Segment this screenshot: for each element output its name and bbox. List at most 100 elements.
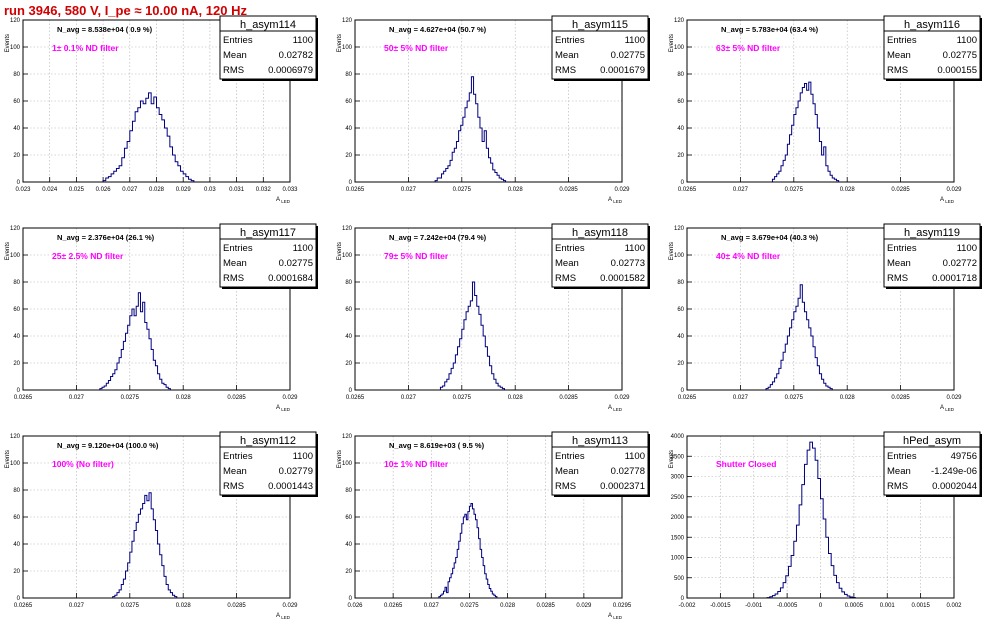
x-tick-label: 0.0285: [891, 187, 910, 193]
histogram-line: [438, 503, 498, 598]
stat-label-entries: Entries: [555, 243, 585, 254]
x-tick-label: 0.029: [614, 187, 630, 193]
x-tick-label: 0.001: [880, 603, 896, 609]
x-tick-label: 0.0275: [453, 395, 472, 401]
x-tick-label: 0.03: [204, 187, 216, 193]
plot-frame: [22, 19, 291, 183]
y-tick-label: 0: [349, 596, 353, 602]
histogram-name: h_asym113: [572, 435, 628, 447]
y-tick-label: 0: [681, 180, 685, 186]
x-tick-label: 0.029: [282, 603, 298, 609]
y-tick-label: 40: [345, 126, 352, 132]
stat-label-rms: RMS: [223, 481, 244, 492]
stat-value-rms: 0.0001718: [932, 273, 977, 284]
x-axis-label: A LED: [940, 197, 955, 204]
y-tick-label: 4000: [671, 434, 685, 440]
x-tick-label: -0.002: [678, 603, 696, 609]
filter-label: 25± 2.5% ND filter: [52, 251, 124, 261]
stats-box: [883, 223, 981, 288]
stat-value-rms: 0.000155: [937, 65, 977, 76]
x-tick-label: 0: [819, 603, 823, 609]
stat-label-entries: Entries: [555, 451, 585, 462]
y-tick-label: 2500: [671, 495, 685, 501]
x-axis-label: A LED: [608, 613, 623, 620]
x-tick-label: 0.0015: [911, 603, 930, 609]
x-tick-label: 0.0285: [891, 395, 910, 401]
histogram-panel-h_asym118: 0.0265 0.027 0.0275 0.028 0.0285 0.029 0 20 40 60…: [337, 223, 650, 412]
x-tick-label: 0.024: [42, 187, 58, 193]
y-tick-label: 100: [10, 461, 21, 467]
y-tick-label: 1500: [671, 535, 685, 541]
histogram-panel-h_asym119: 0.0265 0.027 0.0275 0.028 0.0285 0.029 0 20 40 60…: [669, 223, 982, 412]
histogram-name: h_asym112: [240, 435, 296, 447]
filter-label: 1± 0.1% ND filter: [52, 43, 119, 53]
y-tick-label: 120: [674, 226, 685, 232]
plot-frame: [686, 19, 955, 183]
x-tick-label: 0.0275: [460, 603, 479, 609]
x-axis-label: A LED: [276, 197, 291, 204]
stat-label-rms: RMS: [555, 65, 576, 76]
x-tick-label: 0.029: [946, 395, 962, 401]
filter-label: 40± 4% ND filter: [716, 251, 781, 261]
stat-value-mean: 0.02772: [943, 258, 977, 269]
stat-value-mean: 0.02775: [943, 50, 977, 61]
histogram-panel-h_asym112: 0.0265 0.027 0.0275 0.028 0.0285 0.029 0 20 40 60…: [5, 431, 318, 620]
y-tick-label: 20: [345, 361, 352, 367]
histogram-name: h_asym117: [240, 227, 296, 239]
x-tick-label: 0.029: [176, 187, 192, 193]
y-tick-label: 40: [677, 334, 684, 340]
y-tick-label: 80: [13, 488, 20, 494]
stat-value-rms: 0.0001679: [600, 65, 645, 76]
y-tick-label: 120: [10, 18, 21, 24]
stats-box: [219, 223, 317, 288]
navg-label: N_avg = 8.619e+03 ( 9.5 %): [389, 441, 485, 450]
navg-label: N_avg = 7.242e+04 (79.4 %): [389, 233, 487, 242]
x-tick-label: 0.027: [733, 187, 749, 193]
x-tick-label: 0.033: [282, 187, 298, 193]
y-axis-label: Events: [5, 34, 11, 52]
stat-label-mean: Mean: [223, 466, 247, 477]
stat-value-mean: 0.02775: [611, 50, 645, 61]
x-tick-label: 0.0275: [785, 187, 804, 193]
stat-value-entries: 1100: [625, 451, 645, 462]
x-axis-label: A LED: [276, 405, 291, 412]
y-tick-label: 120: [10, 434, 21, 440]
x-tick-label: 0.028: [840, 395, 856, 401]
y-tick-label: 40: [345, 542, 352, 548]
stat-label-rms: RMS: [555, 481, 576, 492]
y-tick-label: 20: [13, 361, 20, 367]
histogram-name: h_asym119: [904, 227, 960, 239]
x-tick-label: 0.029: [576, 603, 592, 609]
plot-frame: [22, 435, 291, 599]
histogram-panel-h_asym115: 0.0265 0.027 0.0275 0.028 0.0285 0.029 0 20 40 60…: [337, 15, 650, 204]
stat-value-entries: 1100: [957, 35, 977, 46]
stat-value-rms: 0.0006979: [268, 65, 313, 76]
y-tick-label: 60: [677, 307, 684, 313]
stat-label-entries: Entries: [887, 451, 917, 462]
y-tick-label: 60: [345, 515, 352, 521]
y-tick-label: 120: [10, 226, 21, 232]
y-tick-label: 100: [342, 45, 353, 51]
y-axis-label: Events: [669, 450, 675, 468]
x-tick-label: 0.028: [149, 187, 165, 193]
x-tick-label: 0.027: [69, 395, 85, 401]
histogram-line: [765, 284, 833, 390]
x-tick-label: 0.0265: [14, 603, 33, 609]
stat-value-mean: -1.249e-06: [931, 466, 977, 477]
x-tick-label: 0.0265: [678, 395, 697, 401]
y-tick-label: 40: [13, 334, 20, 340]
x-tick-label: 0.0275: [121, 395, 140, 401]
histogram-name: h_asym114: [240, 19, 296, 31]
filter-label: 63± 5% ND filter: [716, 43, 781, 53]
y-tick-label: 20: [677, 361, 684, 367]
navg-label: N_avg = 8.538e+04 ( 0.9 %): [57, 25, 153, 34]
stats-box: [219, 431, 317, 496]
x-tick-label: 0.028: [508, 187, 524, 193]
histogram-line: [102, 92, 195, 182]
navg-label: N_avg = 4.627e+04 (50.7 %): [389, 25, 487, 34]
x-tick-label: 0.029: [614, 395, 630, 401]
stat-value-mean: 0.02773: [611, 258, 645, 269]
y-tick-label: 0: [681, 388, 685, 394]
y-tick-label: 40: [677, 126, 684, 132]
y-tick-label: 40: [13, 126, 20, 132]
